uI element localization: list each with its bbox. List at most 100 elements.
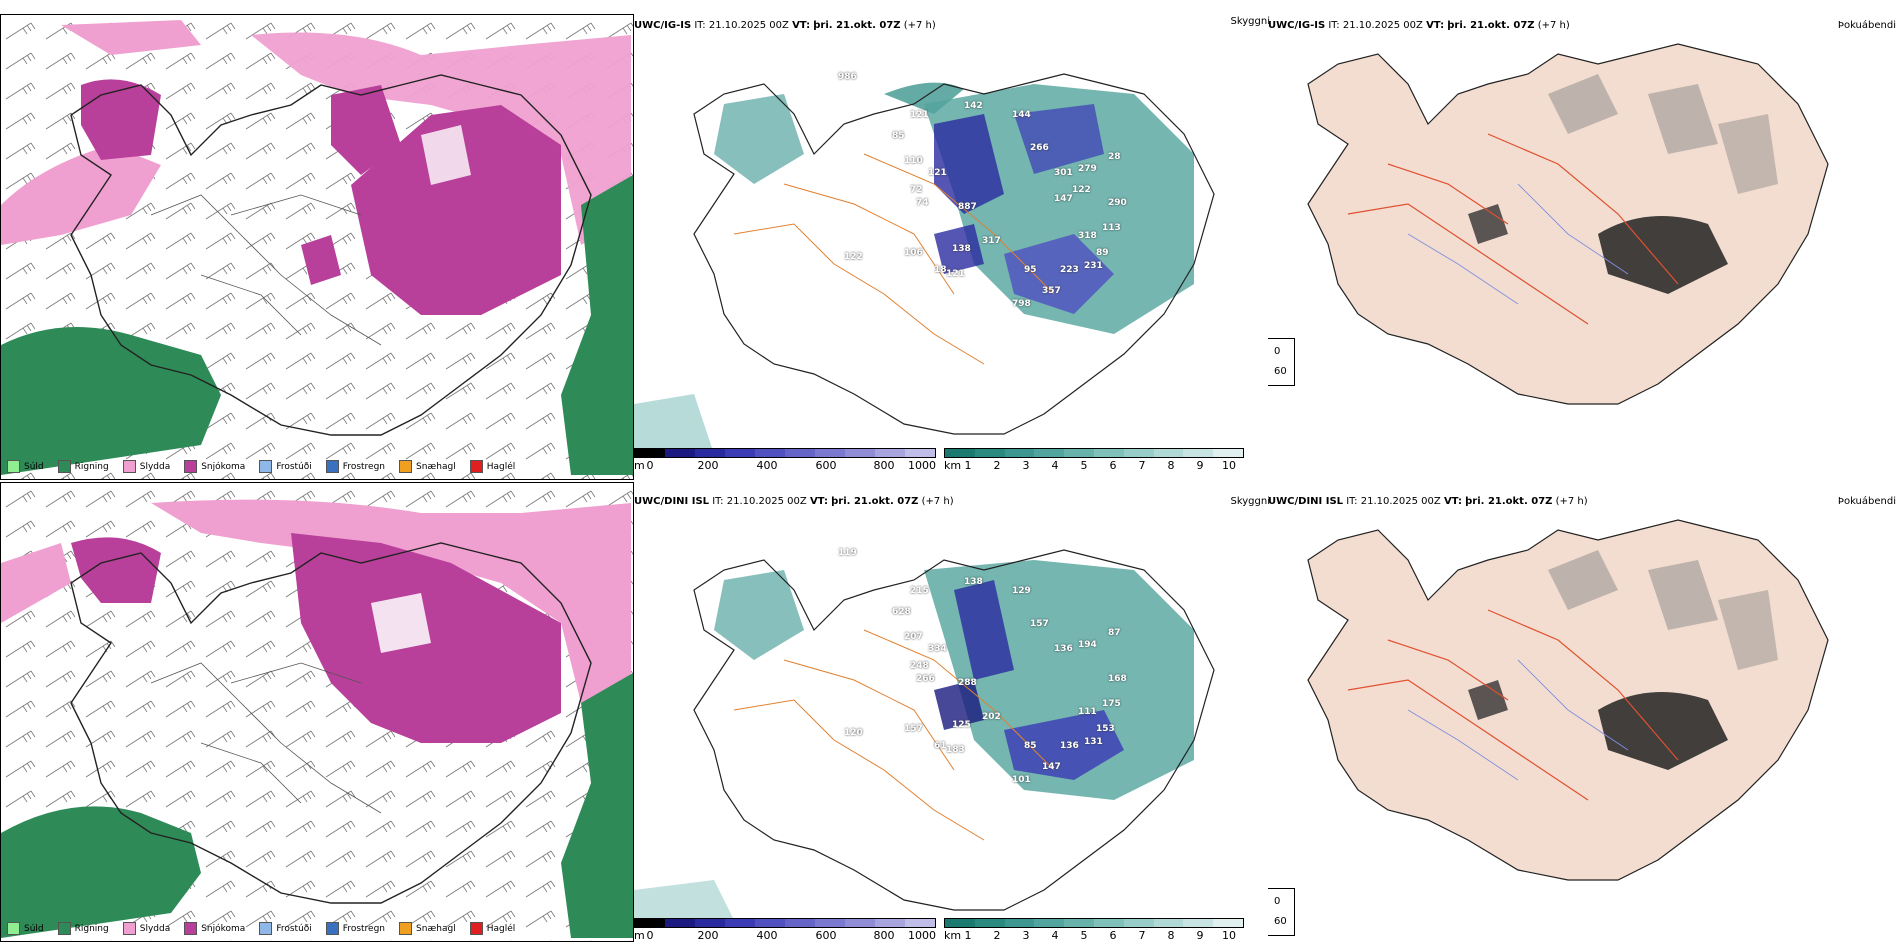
cloud-base-value: 131: [1084, 736, 1103, 747]
cloud-base-value: 101: [1012, 774, 1031, 785]
cloud-base-value: 194: [1078, 640, 1097, 651]
cloud-base-value: 122: [844, 252, 863, 263]
cloud-base-value: 175: [1102, 699, 1121, 709]
legend-item: Snjókoma: [184, 922, 245, 935]
visibility-panel-top: UWC/IG-IS IT: 21.10.2025 00Z VT: þri. 21…: [634, 14, 1270, 480]
legend-item: Snæhagl: [399, 922, 456, 935]
cloud-base-value: 223: [1060, 265, 1079, 275]
cloud-base-value: 887: [958, 202, 977, 212]
cloud-base-value: 628: [892, 606, 911, 617]
cloud-base-value: 318: [1078, 231, 1097, 242]
visibility-panel-bottom: UWC/DINI ISL IT: 21.10.2025 00Z VT: þri.…: [634, 496, 1270, 950]
fog-map: [1307, 519, 1829, 881]
cloud-base-value: 138: [964, 577, 983, 588]
panel-title: Skyggni: [1230, 496, 1270, 507]
cloud-base-value: 87: [1108, 627, 1121, 638]
cloud-base-value: 183: [946, 745, 965, 756]
cloud-base-value: 61: [934, 741, 947, 751]
panel-header: UWC/DINI ISL IT: 21.10.2025 00Z VT: þri.…: [634, 496, 954, 507]
legend-item: Súld: [7, 922, 44, 935]
legend-item: Frostregn: [325, 460, 385, 473]
cloud-base-value: 168: [1108, 673, 1127, 684]
precip-type-panel-bottom: UWC/DINI ISL IT: 21.10.2025 00Z VT: þri.…: [0, 482, 634, 942]
cloud-base-value: 157: [904, 724, 923, 735]
cloud-base-value: 142: [964, 101, 983, 112]
precip-type-panel-top: UWC/IG-IS IT: 21.10.2025 00Z VT: þri. 21…: [0, 14, 634, 480]
cloud-base-value: 288: [958, 678, 977, 688]
cloud-base-colorbar: m 0 200 400 600 800 1000: [634, 918, 936, 946]
cloud-base-value: 266: [1030, 143, 1049, 154]
cloud-base-value: 72: [910, 185, 923, 196]
visibility-colorbar: km 1 2 3 4 5 6 7 8 9 10: [944, 918, 1244, 946]
cloud-base-value: 153: [1096, 724, 1115, 735]
panel-header: UWC/DINI ISL IT: 21.10.2025 00Z VT: þri.…: [1268, 496, 1588, 507]
cloud-base-value: 231: [1084, 260, 1103, 271]
cloud-base-value: 110: [904, 155, 923, 166]
cloud-base-value: 798: [1012, 298, 1031, 309]
legend-item: Snjókoma: [184, 460, 245, 473]
legend-item: Rigning: [57, 460, 109, 473]
cloud-base-value: 106: [904, 248, 923, 259]
visibility-map: [634, 549, 1215, 920]
legend-item: Rigning: [57, 922, 109, 935]
panel-header: UWC/IG-IS IT: 21.10.2025 00Z VT: þri. 21…: [1268, 20, 1570, 31]
cloud-base-value: 215: [910, 585, 929, 596]
fog-map: [1307, 43, 1829, 405]
cloud-base-value: 136: [1060, 741, 1079, 751]
cloud-base-value: 85: [892, 130, 905, 141]
cloud-base-value: 85: [1024, 741, 1037, 751]
cloud-base-value: 111: [1078, 707, 1097, 718]
cloud-base-value: 207: [904, 631, 923, 642]
panel-title: Þokuábendi: [1837, 496, 1896, 507]
precip-map: [1, 15, 633, 479]
cloud-base-value: 125: [952, 720, 971, 730]
legend-item: Haglél: [469, 922, 515, 935]
legend-item: Haglél: [469, 460, 515, 473]
precip-legend: Súld Rigning Slydda Snjókoma Frostúði Fr…: [7, 460, 515, 473]
legend-item: Súld: [7, 460, 44, 473]
legend-item: Slydda: [122, 922, 170, 935]
cloud-base-value: 279: [1078, 164, 1097, 175]
legend-item: Frostúði: [259, 922, 312, 935]
cloud-base-value: 18: [934, 265, 947, 275]
cloud-base-value: 144: [1012, 109, 1031, 120]
panel-title: Þokuábendi: [1837, 20, 1896, 31]
fog-key: 0 60: [1268, 338, 1295, 386]
panel-header: UWC/IG-IS IT: 21.10.2025 00Z VT: þri. 21…: [634, 20, 936, 31]
cloud-base-value: 74: [916, 197, 929, 208]
precip-map: [1, 483, 633, 941]
visibility-map: [634, 73, 1215, 454]
panel-title: Skyggni: [1230, 16, 1270, 27]
legend-item: Snæhagl: [399, 460, 456, 473]
cloud-base-value: 266: [916, 673, 935, 684]
cloud-base-value: 113: [1102, 223, 1121, 233]
cloud-base-value: 28: [1108, 151, 1121, 162]
legend-item: Frostúði: [259, 460, 312, 473]
cloud-base-value: 89: [1096, 248, 1109, 259]
cloud-base-value: 129: [1012, 585, 1031, 596]
cloud-base-value: 138: [952, 244, 971, 254]
cloud-base-value: 334: [928, 644, 947, 655]
cloud-base-value: 136: [1054, 644, 1073, 655]
cloud-base-value: 121: [946, 269, 965, 280]
cloud-base-value: 157: [1030, 619, 1049, 630]
cloud-base-value: 147: [1054, 193, 1073, 204]
legend-item: Slydda: [122, 460, 170, 473]
cloud-base-value: 120: [844, 728, 863, 739]
fog-panel-bottom: UWC/DINI ISL IT: 21.10.2025 00Z VT: þri.…: [1268, 496, 1900, 950]
cloud-base-value: 317: [982, 235, 1001, 246]
cloud-base-value: 202: [982, 711, 1001, 722]
cloud-base-value: 147: [1042, 762, 1061, 772]
cloud-base-colorbar: m 0 200 400 600 800 1000: [634, 448, 936, 476]
cloud-base-value: 122: [1072, 185, 1091, 196]
cloud-base-value: 121: [910, 109, 929, 120]
cloud-base-value: 121: [928, 168, 947, 179]
cloud-base-value: 95: [1024, 265, 1037, 275]
cloud-base-value: 357: [1042, 286, 1061, 296]
cloud-base-value: 301: [1054, 168, 1073, 179]
fog-key: 0 60: [1268, 888, 1295, 936]
legend-item: Frostregn: [325, 922, 385, 935]
visibility-colorbar: km 1 2 3 4 5 6 7 8 9 10: [944, 448, 1244, 476]
cloud-base-value: 986: [838, 71, 857, 82]
cloud-base-value: 119: [838, 547, 857, 558]
